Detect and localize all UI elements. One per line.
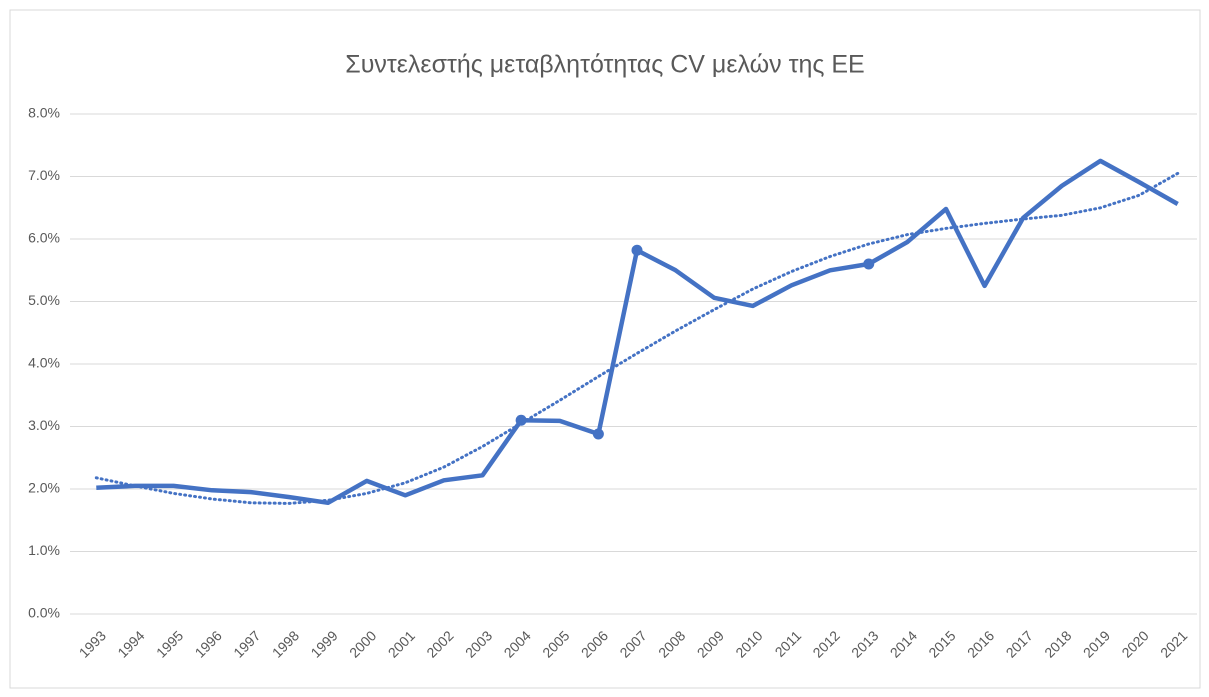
y-tick-label: 0.0% (28, 605, 60, 621)
point-marker (592, 428, 604, 440)
y-tick-label: 7.0% (28, 167, 60, 183)
chart-border (9, 9, 1201, 689)
y-tick-label: 5.0% (28, 292, 60, 308)
y-tick-label: 1.0% (28, 542, 60, 558)
y-tick-label: 6.0% (28, 230, 60, 246)
chart-title: Συντελεστής μεταβλητότητας CV μελών της … (345, 51, 864, 79)
point-marker (631, 244, 643, 256)
trendline (94, 171, 1180, 505)
y-tick-label: 2.0% (28, 480, 60, 496)
y-tick-label: 3.0% (28, 417, 60, 433)
y-tick-label: 8.0% (28, 105, 60, 121)
point-marker (863, 258, 875, 270)
y-tick-label: 4.0% (28, 355, 60, 371)
point-marker (515, 414, 527, 426)
